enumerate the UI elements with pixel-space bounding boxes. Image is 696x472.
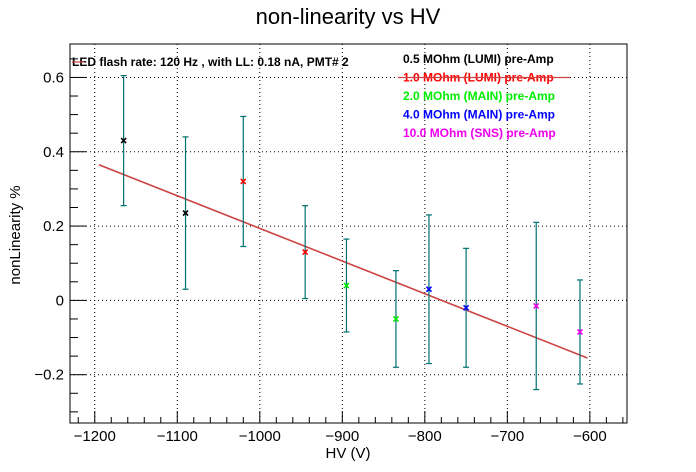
- legend-entry: 0.5 MOhm (LUMI) pre-Amp: [403, 52, 554, 66]
- data-point: [463, 304, 470, 311]
- data-point: [240, 178, 247, 185]
- x-tick-label: −1100: [157, 428, 198, 445]
- y-tick-label: −0.2: [34, 367, 64, 384]
- plot-frame: [69, 43, 628, 424]
- data-point: [533, 302, 540, 310]
- x-tick-label: −900: [325, 428, 359, 445]
- data-point: [182, 209, 189, 217]
- x-tick-label: −1200: [74, 428, 116, 445]
- data-point-mark: [182, 209, 189, 217]
- data-point: [120, 137, 127, 144]
- data-point-mark: [425, 286, 433, 293]
- fit-layer: [98, 164, 588, 359]
- data-layer: [120, 74, 584, 391]
- chart-annotation: LED flash rate: 120 Hz , with LL: 0.18 n…: [72, 55, 349, 69]
- data-point-mark: [302, 249, 309, 256]
- data-point: [302, 249, 309, 256]
- x-tick-label: −700: [490, 428, 524, 445]
- data-point-mark: [463, 304, 470, 311]
- chart-title: non-linearity vs HV: [256, 4, 441, 29]
- x-tick-label: −800: [408, 428, 442, 445]
- y-tick-label: 0.4: [43, 144, 64, 161]
- data-point-mark: [392, 315, 400, 323]
- ticks-layer: −1200 −1100 −1000 −900 −800 −700 −600 −0.2 0 0.2 0…: [34, 58, 624, 445]
- x-tick-label: −600: [573, 428, 607, 445]
- y-axis-title: nonLinearity %: [7, 185, 24, 284]
- data-point-mark: [240, 178, 247, 185]
- fit-line: [98, 164, 588, 359]
- data-point: [576, 328, 584, 336]
- data-point: [392, 315, 400, 323]
- data-point-mark: [533, 302, 540, 310]
- y-tick-label: 0.6: [43, 69, 64, 86]
- data-point: [425, 286, 433, 293]
- y-tick-label: 0.2: [43, 218, 64, 235]
- legend-entry: 4.0 MOhm (MAIN) pre-Amp: [403, 108, 555, 122]
- legend-entry: 2.0 MOhm (MAIN) pre-Amp: [403, 89, 555, 103]
- data-point-mark: [120, 137, 127, 144]
- y-tick-label: 0: [56, 292, 64, 309]
- legend-entry: 10.0 MOhm (SNS) pre-Amp: [403, 126, 556, 140]
- data-point: [343, 282, 350, 289]
- data-point-mark: [343, 282, 350, 289]
- data-point-mark: [576, 328, 584, 336]
- x-tick-label: −1000: [239, 428, 281, 445]
- x-axis-title: HV (V): [326, 445, 371, 462]
